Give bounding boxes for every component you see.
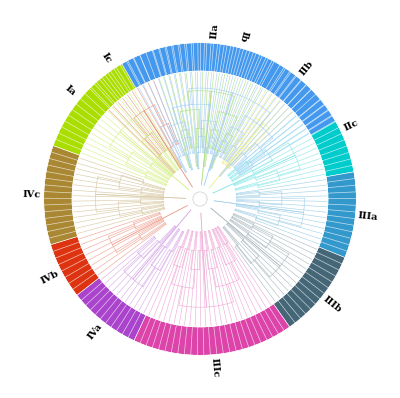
Text: IIIb: IIIb [321, 294, 343, 314]
Text: Ia: Ia [64, 84, 78, 98]
Text: IIc: IIc [343, 118, 360, 133]
Polygon shape [134, 304, 290, 355]
Text: IVb: IVb [40, 269, 61, 285]
Polygon shape [86, 52, 156, 112]
Polygon shape [146, 43, 278, 88]
Text: IIIa: IIIa [357, 211, 378, 222]
Text: Ib: Ib [238, 29, 250, 43]
Text: IVc: IVc [22, 190, 40, 199]
Polygon shape [72, 71, 328, 327]
Polygon shape [50, 236, 99, 295]
Polygon shape [319, 172, 356, 258]
Polygon shape [122, 43, 336, 135]
Text: Ic: Ic [100, 51, 114, 65]
Text: IIIc: IIIc [209, 357, 220, 377]
Polygon shape [44, 146, 80, 245]
Text: IVa: IVa [86, 321, 104, 341]
Polygon shape [193, 192, 207, 206]
Polygon shape [77, 278, 146, 341]
Polygon shape [53, 64, 136, 155]
Polygon shape [264, 64, 316, 113]
Polygon shape [273, 247, 345, 327]
Polygon shape [295, 94, 354, 177]
Text: IIa: IIa [210, 23, 220, 39]
Text: IIb: IIb [298, 59, 315, 77]
